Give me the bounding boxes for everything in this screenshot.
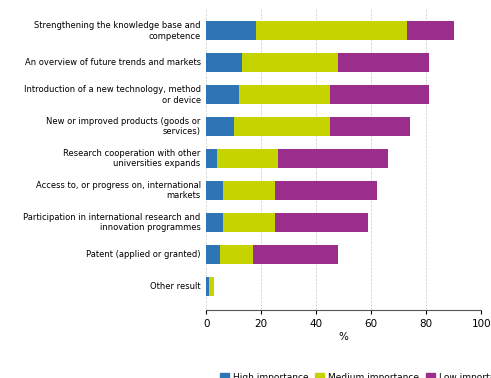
Bar <box>206 85 239 104</box>
Bar <box>330 117 409 136</box>
Bar <box>206 213 223 232</box>
X-axis label: %: % <box>339 332 349 342</box>
Bar <box>206 21 256 40</box>
Legend: High importance, Medium importance, Low importance: High importance, Medium importance, Low … <box>217 369 491 378</box>
Bar <box>278 149 388 168</box>
Bar <box>330 85 429 104</box>
Bar <box>242 53 338 73</box>
Bar <box>217 149 278 168</box>
Bar <box>206 53 242 73</box>
Bar <box>338 53 429 73</box>
Bar <box>209 277 215 296</box>
Bar <box>220 245 253 264</box>
Bar <box>206 277 209 296</box>
Bar <box>223 213 275 232</box>
Bar <box>275 213 368 232</box>
Bar <box>253 245 338 264</box>
Bar <box>223 181 275 200</box>
Bar <box>239 85 330 104</box>
Bar <box>407 21 454 40</box>
Bar <box>234 117 330 136</box>
Bar <box>206 245 220 264</box>
Bar <box>206 117 234 136</box>
Bar <box>206 181 223 200</box>
Bar <box>256 21 407 40</box>
Bar <box>275 181 377 200</box>
Bar <box>206 149 217 168</box>
